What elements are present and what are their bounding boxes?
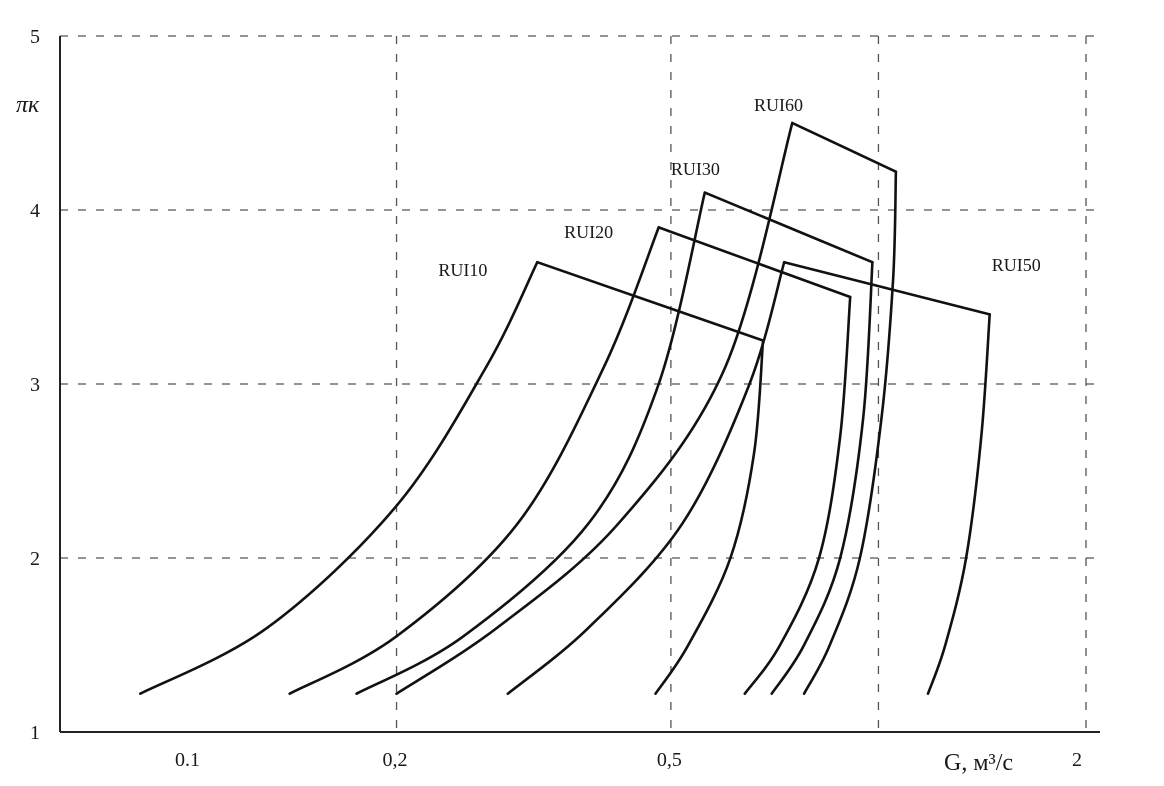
x-tick-label: 0,2 <box>383 749 408 771</box>
rui20-choke-line <box>743 295 852 695</box>
y-tick-label: 5 <box>30 26 40 48</box>
series-label-layer: RUI10 RUI20 RUI30 RUI50 RUI60 <box>438 95 1040 280</box>
rui30-top-line <box>703 191 874 264</box>
rui10-choke-line <box>654 339 765 695</box>
rui30-choke-line <box>770 260 874 695</box>
y-tick-label: 1 <box>30 722 40 744</box>
axis-layer <box>59 36 1100 733</box>
tick-label-layer: 1 2 3 4 5 0.1 0,2 0,5 2 <box>30 26 1082 771</box>
rui60-surge-line <box>395 121 794 695</box>
x-tick-label: 0.1 <box>175 749 200 771</box>
rui50-surge-line <box>506 260 786 695</box>
rui50-choke-line <box>926 313 991 695</box>
rui20-surge-line <box>288 226 660 695</box>
series-label-rui10: RUI10 <box>438 260 487 280</box>
rui20-top-line <box>657 226 852 299</box>
rui60-choke-line <box>802 170 898 695</box>
rui50-top-line <box>782 260 991 316</box>
x-tick-label: 0,5 <box>657 749 682 771</box>
series-label-rui20: RUI20 <box>564 222 613 242</box>
series-label-rui60: RUI60 <box>754 95 803 115</box>
rui60-top-line <box>791 121 898 173</box>
y-axis-title: πк <box>16 92 40 118</box>
x-axis-title: G, м³/с <box>944 750 1013 776</box>
series-label-rui30: RUI30 <box>671 159 720 179</box>
x-tick-label: 2 <box>1072 749 1082 771</box>
y-tick-label: 4 <box>30 200 40 222</box>
curve-layer <box>139 121 991 695</box>
y-tick-label: 3 <box>30 374 40 396</box>
grid-layer <box>60 35 1100 732</box>
rui30-surge-line <box>355 191 707 695</box>
y-tick-label: 2 <box>30 548 40 570</box>
rui10-surge-line <box>139 260 539 695</box>
series-label-rui50: RUI50 <box>992 255 1041 275</box>
rui10-top-line <box>536 260 765 342</box>
